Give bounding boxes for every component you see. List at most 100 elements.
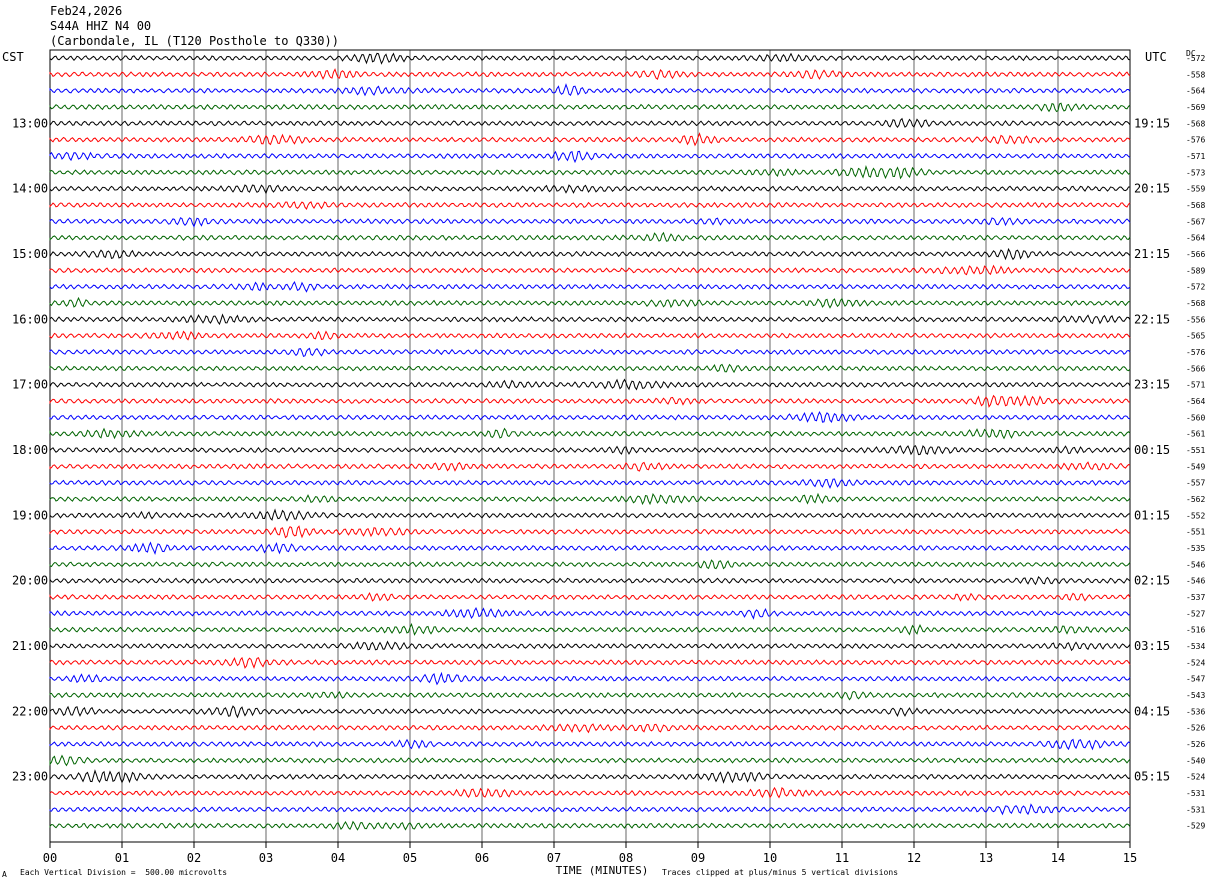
x-tick-label: 14 [1051, 851, 1065, 865]
trace-37 [49, 640, 1131, 652]
right-hour-label: 03:15 [1134, 639, 1170, 653]
trace-42 [49, 723, 1131, 734]
header-station: S44A HHZ N4 00 [50, 19, 152, 33]
x-tick-label: 06 [475, 851, 489, 865]
trace-32 [49, 559, 1131, 570]
trace-36 [49, 622, 1131, 636]
dc-offset-label: -565 [1186, 332, 1205, 341]
trace-35 [49, 606, 1131, 620]
dc-offset-label: -561 [1186, 430, 1205, 439]
dc-offset-label: -572 [1186, 54, 1205, 63]
dc-offset-label: -549 [1186, 462, 1205, 471]
trace-46 [49, 786, 1131, 799]
dc-offset-label: -566 [1186, 364, 1205, 373]
trace-27 [49, 478, 1131, 489]
dc-offset-label: -569 [1186, 103, 1205, 112]
trace-30 [49, 525, 1131, 539]
trace-34 [49, 591, 1131, 602]
right-hour-label: 00:15 [1134, 443, 1170, 457]
right-hour-label: 20:15 [1134, 182, 1170, 196]
left-hour-label: 14:00 [12, 182, 48, 196]
left-hour-label: 23:00 [12, 770, 48, 784]
dc-offset-label: -560 [1186, 413, 1205, 422]
trace-38 [49, 656, 1131, 669]
header-location: (Carbondale, IL (T120 Posthole to Q330)) [50, 34, 339, 48]
left-timezone-label: CST [2, 50, 24, 64]
x-tick-label: 01 [115, 851, 129, 865]
trace-13 [49, 247, 1131, 261]
trace-12 [49, 231, 1131, 242]
x-tick-label: 11 [835, 851, 849, 865]
x-tick-label: 09 [691, 851, 705, 865]
trace-7 [49, 150, 1131, 164]
trace-21 [49, 378, 1131, 391]
right-hour-label: 22:15 [1134, 312, 1170, 326]
right-hour-label: 23:15 [1134, 378, 1170, 392]
x-tick-label: 12 [907, 851, 921, 865]
trace-23 [49, 410, 1131, 423]
trace-9 [49, 184, 1130, 195]
right-hour-label: 01:15 [1134, 508, 1170, 522]
trace-1 [49, 52, 1131, 65]
dc-offset-label: -535 [1186, 544, 1205, 553]
dc-offset-label: -564 [1186, 87, 1205, 96]
dc-offset-label: -571 [1186, 152, 1205, 161]
plot-frame [49, 49, 1131, 843]
dc-offset-label: -552 [1186, 511, 1205, 520]
trace-2 [49, 68, 1131, 81]
left-hour-label: 19:00 [12, 508, 48, 522]
dc-offset-label: -589 [1186, 266, 1205, 275]
trace-47 [49, 803, 1131, 816]
dc-offset-label: -551 [1186, 446, 1205, 455]
trace-33 [49, 576, 1131, 586]
trace-20 [49, 363, 1131, 374]
x-tick-label: 02 [187, 851, 201, 865]
dc-offset-label: -536 [1186, 707, 1205, 716]
x-tick-label: 10 [763, 851, 777, 865]
left-hour-label: 13:00 [12, 116, 48, 130]
x-axis-title: TIME (MINUTES) [556, 864, 649, 877]
right-timezone-label: UTC [1145, 50, 1167, 64]
trace-48 [49, 820, 1131, 831]
dc-offset-label: -540 [1186, 756, 1205, 765]
trace-5 [49, 117, 1131, 129]
right-hour-label: 05:15 [1134, 770, 1170, 784]
dc-offset-label: -568 [1186, 299, 1205, 308]
dc-offset-label: -551 [1186, 528, 1205, 537]
trace-8 [49, 165, 1131, 180]
dc-offset-label: -568 [1186, 119, 1205, 128]
trace-4 [49, 102, 1131, 113]
right-hour-label: 21:15 [1134, 247, 1170, 261]
trace-18 [49, 330, 1131, 341]
x-tick-label: 04 [331, 851, 345, 865]
trace-10 [49, 201, 1131, 210]
dc-offset-label: -566 [1186, 250, 1205, 259]
trace-29 [49, 508, 1131, 522]
dc-offset-label: -576 [1186, 348, 1205, 357]
trace-43 [49, 738, 1131, 751]
x-tick-label: 07 [547, 851, 561, 865]
trace-22 [49, 394, 1131, 408]
dc-offset-label: -572 [1186, 283, 1205, 292]
right-hour-label: 02:15 [1134, 574, 1170, 588]
dc-offset-label: -531 [1186, 805, 1205, 814]
trace-3 [49, 83, 1131, 97]
dc-label: DC [1186, 49, 1196, 58]
x-tick-label: 03 [259, 851, 273, 865]
dc-offset-label: -526 [1186, 740, 1205, 749]
corner-mark: A [2, 870, 7, 879]
trace-26 [49, 461, 1131, 472]
dc-offset-label: -567 [1186, 217, 1205, 226]
dc-offset-label: -527 [1186, 609, 1205, 618]
dc-offset-label: -573 [1186, 168, 1205, 177]
right-hour-label: 19:15 [1134, 116, 1170, 130]
scale-note: Each Vertical Division = 500.00 microvol… [20, 868, 228, 877]
clip-note: Traces clipped at plus/minus 5 vertical … [662, 868, 899, 877]
dc-offset-label: -526 [1186, 724, 1205, 733]
dc-offset-label: -556 [1186, 315, 1205, 324]
dc-offset-label: -534 [1186, 642, 1205, 651]
trace-11 [49, 216, 1131, 228]
x-tick-label: 13 [979, 851, 993, 865]
trace-16 [49, 296, 1131, 309]
